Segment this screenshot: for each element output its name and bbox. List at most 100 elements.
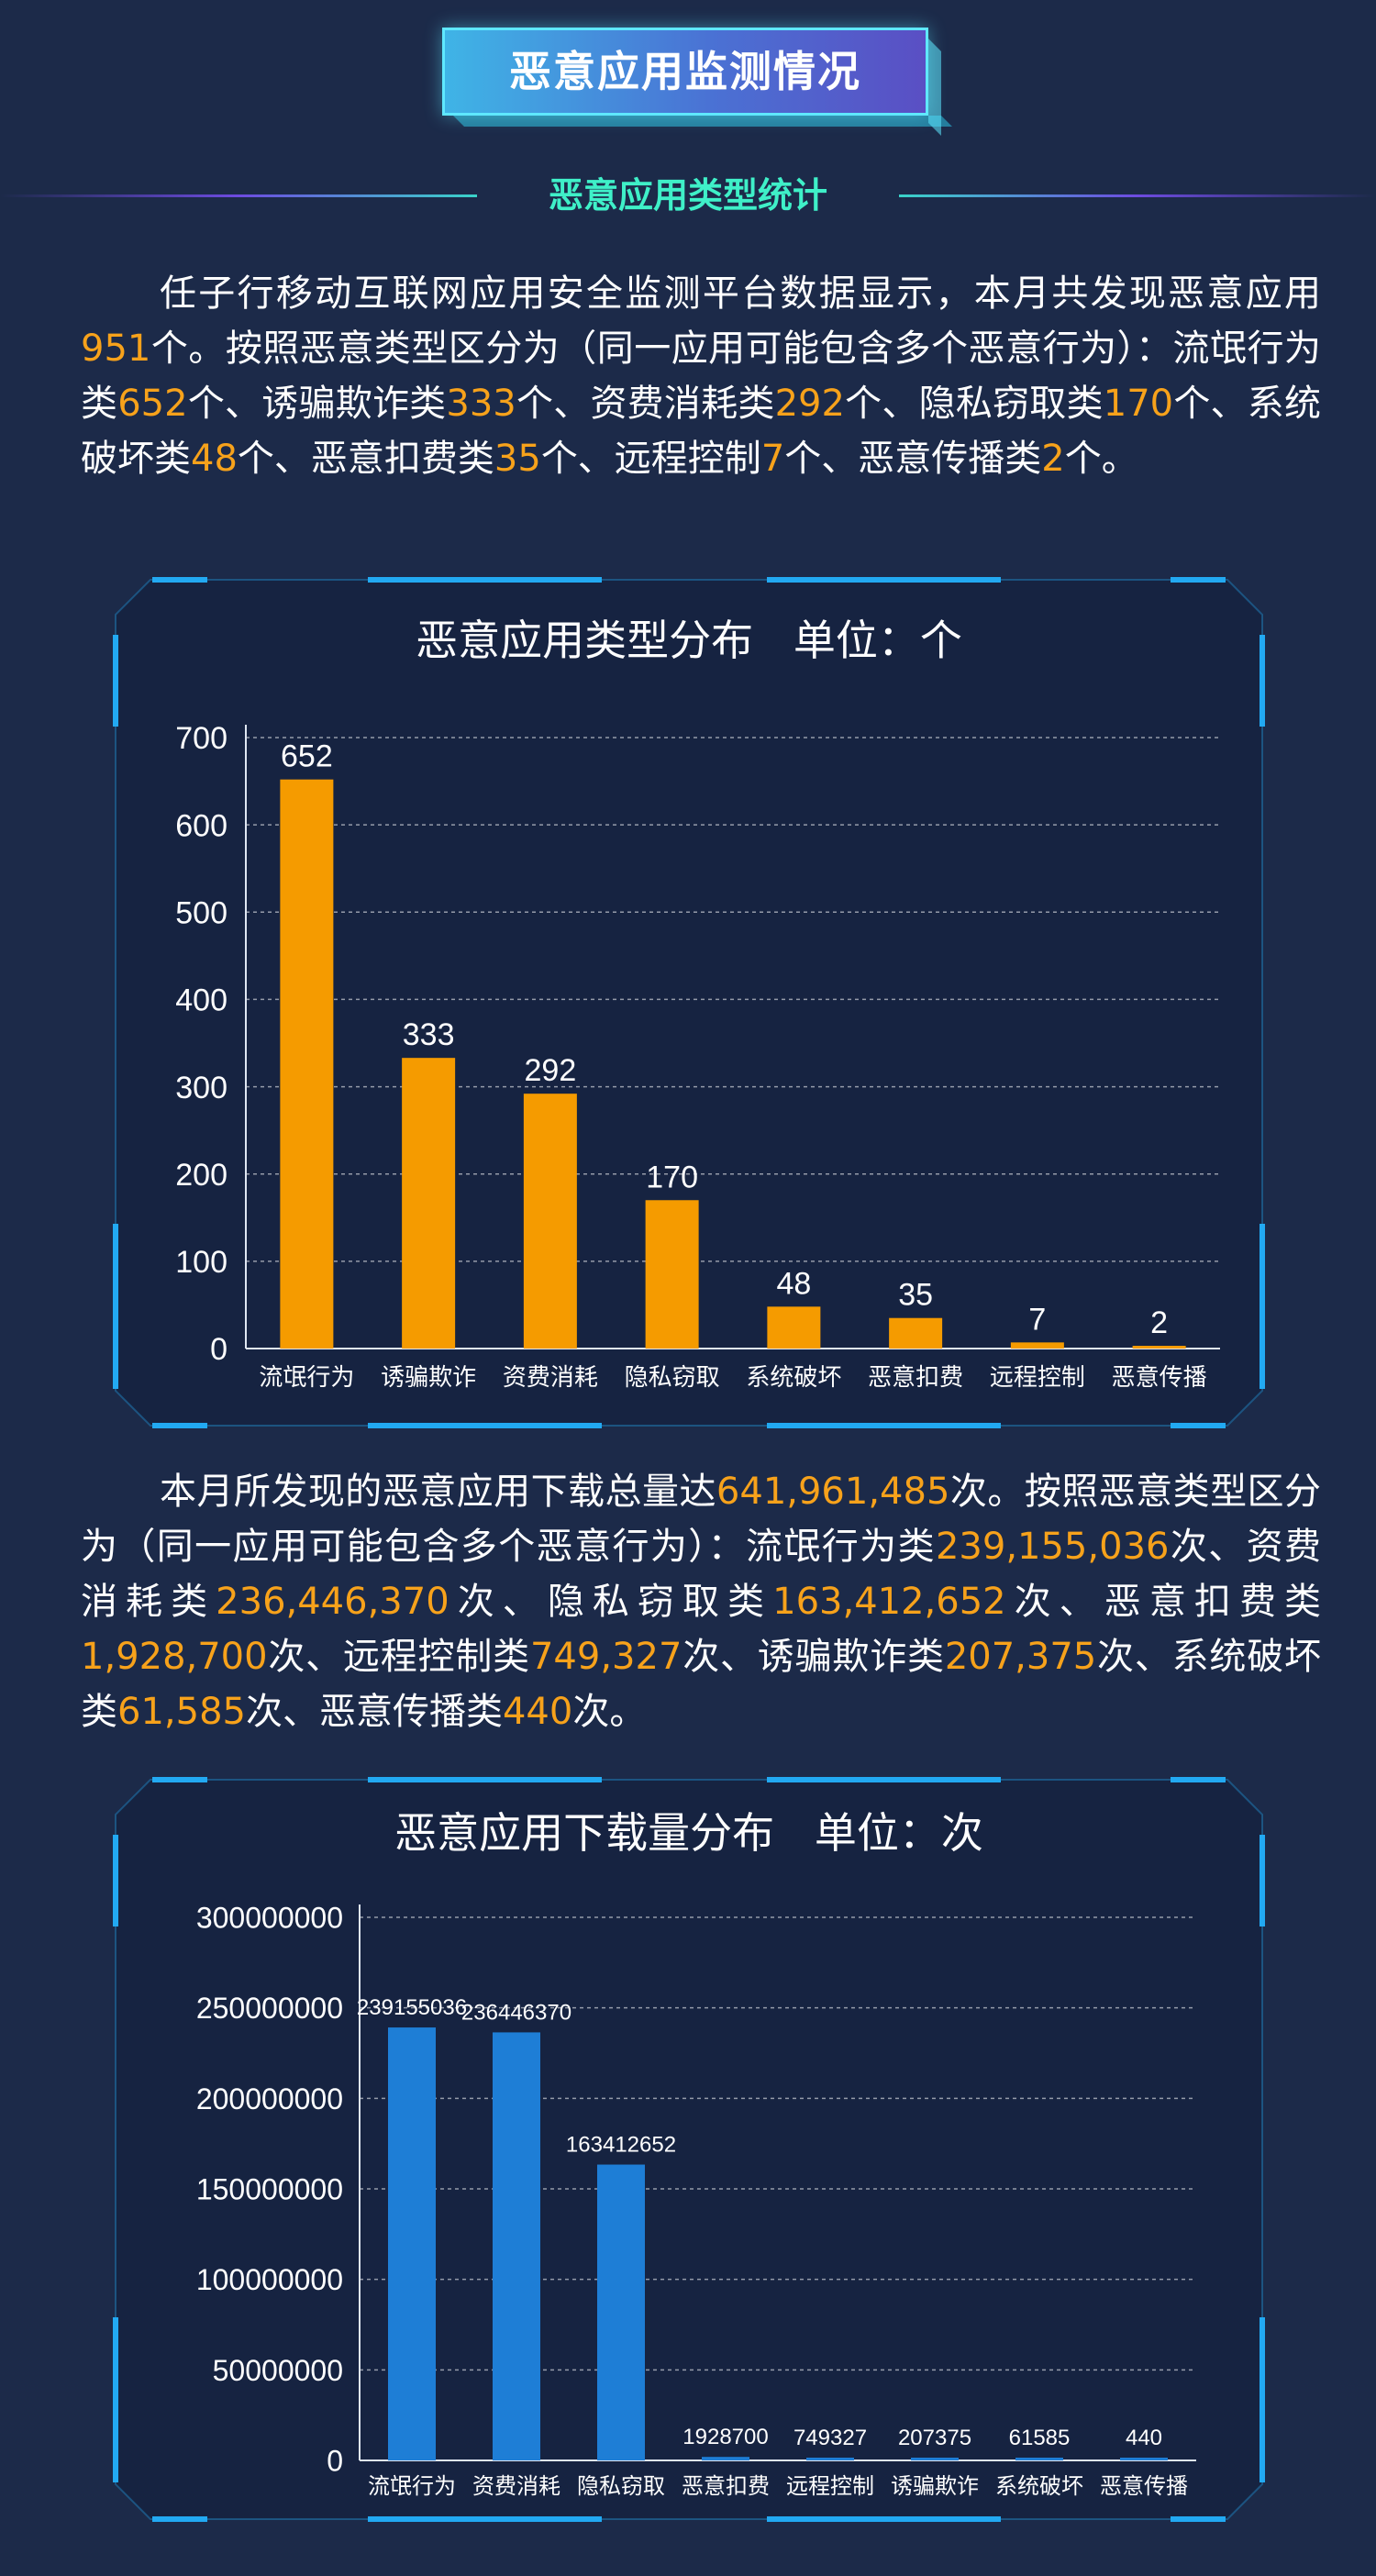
- paragraph-text: 次、资费消耗类: [81, 1526, 1322, 1623]
- paragraph-text: 本月所发现的恶意应用下载总量达: [160, 1471, 716, 1513]
- x-category-label: 恶意传播: [1112, 1363, 1207, 1391]
- bar: [702, 2457, 749, 2460]
- data-label: 292: [525, 1053, 577, 1088]
- highlighted-number: 641,961,485: [716, 1471, 950, 1513]
- banner-shadow-bottom: [453, 116, 952, 127]
- bar: [523, 1094, 577, 1349]
- highlighted-number: 48: [191, 438, 238, 480]
- data-label: 170: [646, 1160, 698, 1194]
- x-category-label: 远程控制: [786, 2474, 874, 2499]
- y-tick-label: 0: [210, 1332, 227, 1367]
- main-title-banner: 恶意应用监测情况: [442, 28, 952, 136]
- banner-shadow-right: [928, 39, 941, 136]
- bar: [1132, 1346, 1186, 1349]
- highlighted-number: 207,375: [944, 1636, 1097, 1678]
- paragraph-text: 次、系统破坏类: [81, 1636, 1322, 1733]
- chart-frame-download-distribution: 0 50000000 100000000 150000000 200000000 2500…: [106, 1771, 1271, 2528]
- section-title: 恶意应用类型统计: [548, 175, 827, 216]
- data-label: 7: [1028, 1302, 1046, 1337]
- bar: [1010, 1342, 1064, 1349]
- paragraph-text: 次、远程控制类: [267, 1636, 530, 1678]
- paragraph-text: 次、诱骗欺诈类: [682, 1636, 945, 1678]
- paragraph-text: 次、隐私窃取类: [449, 1581, 773, 1623]
- summary-paragraph-downloads: 本月所发现的恶意应用下载总量达641,961,485次。按照恶意类型区分为（同一…: [81, 1464, 1321, 1739]
- y-tick-label: 250000000: [196, 1992, 343, 2025]
- type-distribution-chart: 0 100 200 300 400 500 600 700 652 流氓行为 333 诱骗欺诈 292 资…: [113, 577, 1265, 1428]
- y-tick-label: 100: [175, 1245, 227, 1280]
- x-category-label: 诱骗欺诈: [891, 2474, 979, 2499]
- highlighted-number: 61,585: [117, 1691, 246, 1733]
- section-header: 恶意应用类型统计: [0, 172, 1376, 218]
- highlighted-number: 2: [1041, 438, 1065, 480]
- paragraph-text: 个、恶意扣费类: [237, 438, 494, 480]
- x-category-label: 远程控制: [990, 1363, 1085, 1391]
- bar: [388, 2027, 436, 2460]
- bar: [911, 2458, 959, 2460]
- paragraph-text: 个、隐私窃取类: [844, 383, 1104, 425]
- highlighted-number: 292: [774, 383, 845, 425]
- y-tick-label: 100000000: [196, 2263, 343, 2296]
- highlighted-number: 170: [1103, 383, 1174, 425]
- highlighted-number: 7: [760, 438, 785, 480]
- bar: [645, 1200, 699, 1349]
- data-label: 652: [281, 739, 333, 774]
- data-label: 1928700: [682, 2425, 768, 2449]
- y-tick-label: 200: [175, 1158, 227, 1193]
- data-label: 35: [898, 1278, 933, 1313]
- highlighted-number: 440: [502, 1691, 573, 1733]
- bar: [1015, 2458, 1063, 2460]
- banner-box: [442, 28, 928, 116]
- highlighted-number: 951: [81, 328, 151, 370]
- x-category-label: 恶意扣费: [868, 1363, 963, 1391]
- data-label: 333: [403, 1017, 455, 1052]
- highlighted-number: 333: [446, 383, 516, 425]
- highlighted-number: 163,412,652: [772, 1581, 1006, 1623]
- data-label: 163412652: [566, 2133, 676, 2158]
- chart-title-type-distribution: 恶意应用类型分布 单位：个: [416, 616, 962, 665]
- chart-title-download-distribution: 恶意应用下载量分布 单位：次: [394, 1808, 983, 1858]
- paragraph-text: 个。按照恶意类型区分为（同一应用可能包含多个恶意行为）：流氓行为类: [81, 328, 1321, 425]
- paragraph-text: 个。: [1064, 438, 1138, 480]
- download-distribution-chart: 0 50000000 100000000 150000000 200000000 2500…: [113, 1777, 1265, 2522]
- y-tick-label: 150000000: [196, 2173, 343, 2206]
- paragraph-text: 次。按照恶意类型区分为（同一应用可能包含多个恶意行为）：流氓行为类: [81, 1471, 1322, 1568]
- x-category-label: 资费消耗: [503, 1363, 598, 1391]
- data-label: 239155036: [357, 1995, 467, 2020]
- paragraph-text: 个、远程控制: [540, 438, 761, 480]
- x-category-label: 流氓行为: [259, 1363, 354, 1391]
- y-tick-label: 200000000: [196, 2082, 343, 2115]
- y-tick-label: 300: [175, 1071, 227, 1105]
- y-tick-label: 400: [175, 983, 227, 1018]
- frame-border: [115, 1779, 1263, 2520]
- main-title: 恶意应用监测情况: [509, 47, 861, 96]
- paragraph-text: 个、诱骗欺诈类: [187, 383, 447, 425]
- summary-paragraph-count: 任子行移动互联网应用安全监测平台数据显示，本月共发现恶意应用951个。按照恶意类…: [81, 266, 1321, 486]
- bar: [402, 1058, 456, 1349]
- y-tick-label: 700: [175, 721, 227, 756]
- x-category-label: 资费消耗: [472, 2474, 560, 2499]
- paragraph-text: 次、恶意扣费类: [1005, 1581, 1322, 1623]
- highlighted-number: 652: [117, 383, 188, 425]
- highlighted-number: 236,446,370: [216, 1581, 449, 1623]
- x-category-label: 隐私窃取: [577, 2474, 665, 2499]
- paragraph-text: 个、资费消耗类: [516, 383, 775, 425]
- y-tick-label: 50000000: [213, 2354, 343, 2387]
- data-label: 48: [776, 1266, 811, 1301]
- highlighted-number: 749,327: [529, 1636, 682, 1678]
- data-label: 236446370: [461, 2000, 571, 2025]
- bar: [806, 2458, 854, 2460]
- section-line-right: [899, 194, 1376, 197]
- bar: [493, 2032, 540, 2460]
- x-category-label: 诱骗欺诈: [381, 1363, 476, 1391]
- highlighted-number: 1,928,700: [81, 1636, 268, 1678]
- data-label: 440: [1126, 2426, 1162, 2450]
- paragraph-text: 次。: [572, 1691, 647, 1733]
- data-label: 2: [1150, 1305, 1168, 1340]
- bar: [1120, 2458, 1168, 2460]
- bar: [597, 2164, 645, 2460]
- x-category-label: 系统破坏: [746, 1363, 841, 1391]
- bar: [280, 779, 334, 1349]
- paragraph-text: 个、系统破坏类: [81, 383, 1322, 480]
- paragraph-text: 任子行移动互联网应用安全监测平台数据显示，本月共发现恶意应用: [160, 272, 1321, 315]
- x-category-label: 隐私窃取: [625, 1363, 720, 1391]
